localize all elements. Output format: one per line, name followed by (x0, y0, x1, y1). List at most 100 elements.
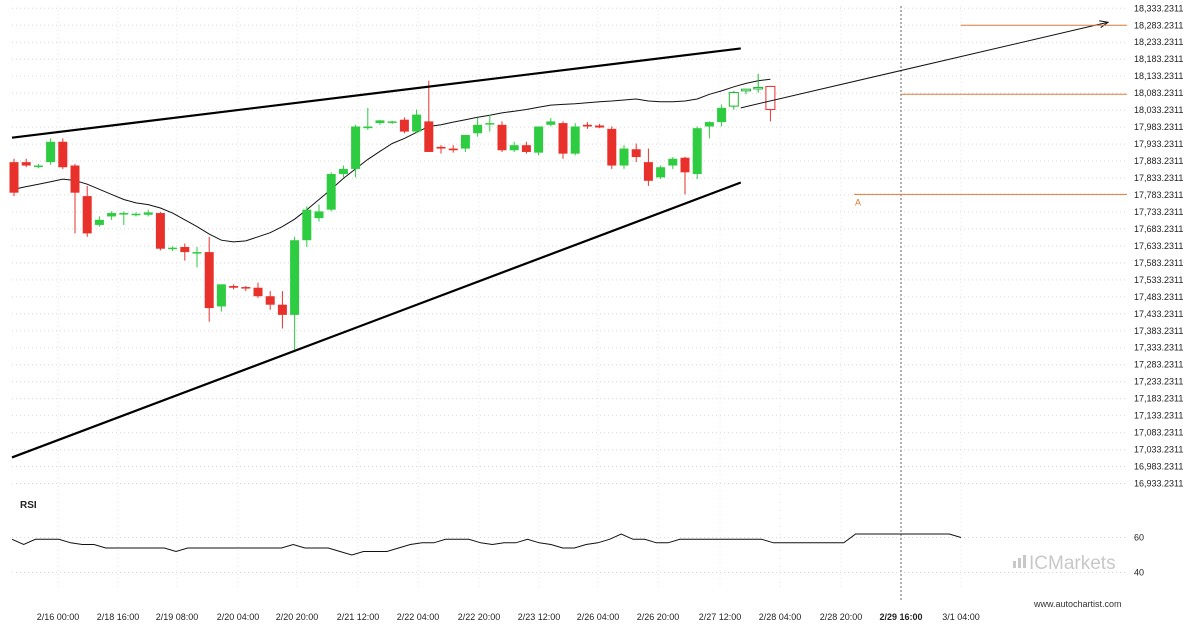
y-tick-label: 17,683.2311 (1134, 224, 1183, 234)
x-tick-label: 2/20 04:00 (217, 612, 260, 622)
candle-body (375, 120, 385, 124)
website-link[interactable]: www.autochartist.com (1033, 599, 1122, 609)
candle-body (131, 213, 141, 216)
candle-body (728, 92, 739, 107)
candle-body (351, 126, 361, 169)
candle-body (631, 149, 641, 158)
rsi-line (11, 533, 962, 556)
lower-trendline (11, 181, 742, 459)
candle-body (387, 121, 397, 123)
rsi-tick-label: 40 (1134, 568, 1144, 578)
candle-body (94, 219, 104, 225)
price-grid (12, 6, 1127, 600)
logo-bars-icon (1013, 555, 1026, 568)
x-tick-label: 2/29 16:00 (879, 612, 922, 622)
candle-body (82, 196, 92, 234)
candle-body (58, 141, 68, 168)
x-tick-label: 2/23 12:00 (518, 612, 561, 622)
candle-body (168, 247, 178, 250)
y-tick-label: 18,183.2311 (1134, 54, 1183, 64)
level-lines: A (854, 24, 1127, 207)
x-tick-label: 2/20 20:00 (276, 612, 319, 622)
candle-body (436, 146, 446, 149)
candle-body (399, 119, 409, 132)
candle-body (595, 125, 605, 128)
candle-body (192, 252, 202, 254)
candle-body (619, 148, 629, 166)
candle-body (143, 212, 153, 215)
rsi-line-layer (11, 533, 962, 556)
brand-logo-text: ICMarkets (1029, 553, 1116, 574)
candle-body (680, 157, 690, 173)
y-tick-label: 17,733.2311 (1134, 207, 1183, 217)
point-label: A (855, 197, 861, 207)
y-tick-label: 17,033.2311 (1134, 445, 1183, 455)
x-tick-label: 3/1 04:00 (942, 612, 980, 622)
candle-body (607, 128, 617, 166)
y-tick-label: 17,983.2311 (1134, 122, 1183, 132)
candle-body (643, 162, 653, 181)
x-tick-label: 2/26 04:00 (577, 612, 620, 622)
candle-body (656, 167, 666, 178)
candle-body (534, 126, 544, 153)
moving-average-line (13, 78, 771, 243)
y-tick-label: 17,083.2311 (1134, 428, 1183, 438)
upper-trendline (11, 47, 741, 139)
y-tick-label: 16,933.2311 (1134, 479, 1183, 489)
y-tick-label: 18,133.2311 (1134, 71, 1183, 81)
candle-body (216, 284, 226, 307)
rsi-tick-label: 60 (1134, 533, 1144, 543)
y-tick-label: 17,383.2311 (1134, 326, 1183, 336)
y-tick-label: 17,933.2311 (1134, 139, 1183, 149)
candle-body (204, 252, 214, 309)
y-tick-label: 17,633.2311 (1134, 241, 1183, 251)
y-tick-label: 17,583.2311 (1134, 258, 1183, 268)
time-axis: 2/16 00:00 2/18 16:00 2/19 08:00 2/20 04:00… (37, 612, 980, 622)
candle-body (229, 286, 239, 288)
candle-body (704, 122, 714, 127)
candle-body (741, 88, 751, 92)
x-tick-label: 2/16 00:00 (37, 612, 80, 622)
y-tick-label: 18,083.2311 (1134, 88, 1183, 98)
y-tick-label: 18,033.2311 (1134, 105, 1183, 115)
candle-body (448, 148, 458, 151)
y-tick-label: 17,283.2311 (1134, 360, 1183, 370)
x-tick-label: 2/28 04:00 (759, 612, 802, 622)
candle-body (412, 114, 422, 132)
candle-body (473, 124, 483, 134)
moving-average-line (13, 78, 771, 243)
y-tick-label: 17,533.2311 (1134, 275, 1183, 285)
x-tick-label: 2/27 12:00 (699, 612, 742, 622)
y-tick-label: 17,783.2311 (1134, 190, 1183, 200)
candle-body (497, 124, 507, 151)
candle-body (509, 145, 519, 151)
candle-body (765, 85, 776, 111)
candle-body (290, 240, 300, 315)
candle-body (521, 145, 531, 152)
candle-body (119, 213, 129, 215)
y-tick-label: 17,483.2311 (1134, 292, 1183, 302)
candle-body (21, 162, 31, 166)
candle-body (302, 209, 312, 241)
candle-body (753, 86, 764, 90)
candle-body (363, 126, 373, 129)
x-tick-label: 2/21 12:00 (337, 612, 380, 622)
candle-body (265, 296, 275, 305)
candle-body (241, 287, 251, 289)
candle-body (326, 174, 336, 210)
projection-arrow-icon (1099, 20, 1110, 28)
candle-body (338, 168, 348, 175)
candle-body (582, 124, 592, 127)
candle-body (33, 165, 43, 168)
projection-line (740, 21, 1109, 109)
y-tick-label: 17,833.2311 (1134, 173, 1183, 183)
brand-logo: ICMarkets (1013, 553, 1116, 574)
y-tick-label: 17,883.2311 (1134, 156, 1183, 166)
candle-body (485, 123, 495, 125)
candle-body (717, 107, 727, 123)
y-tick-label: 17,133.2311 (1134, 411, 1183, 421)
pattern-lines (11, 20, 1110, 459)
candle-body (314, 211, 324, 219)
candle-body (460, 134, 470, 149)
